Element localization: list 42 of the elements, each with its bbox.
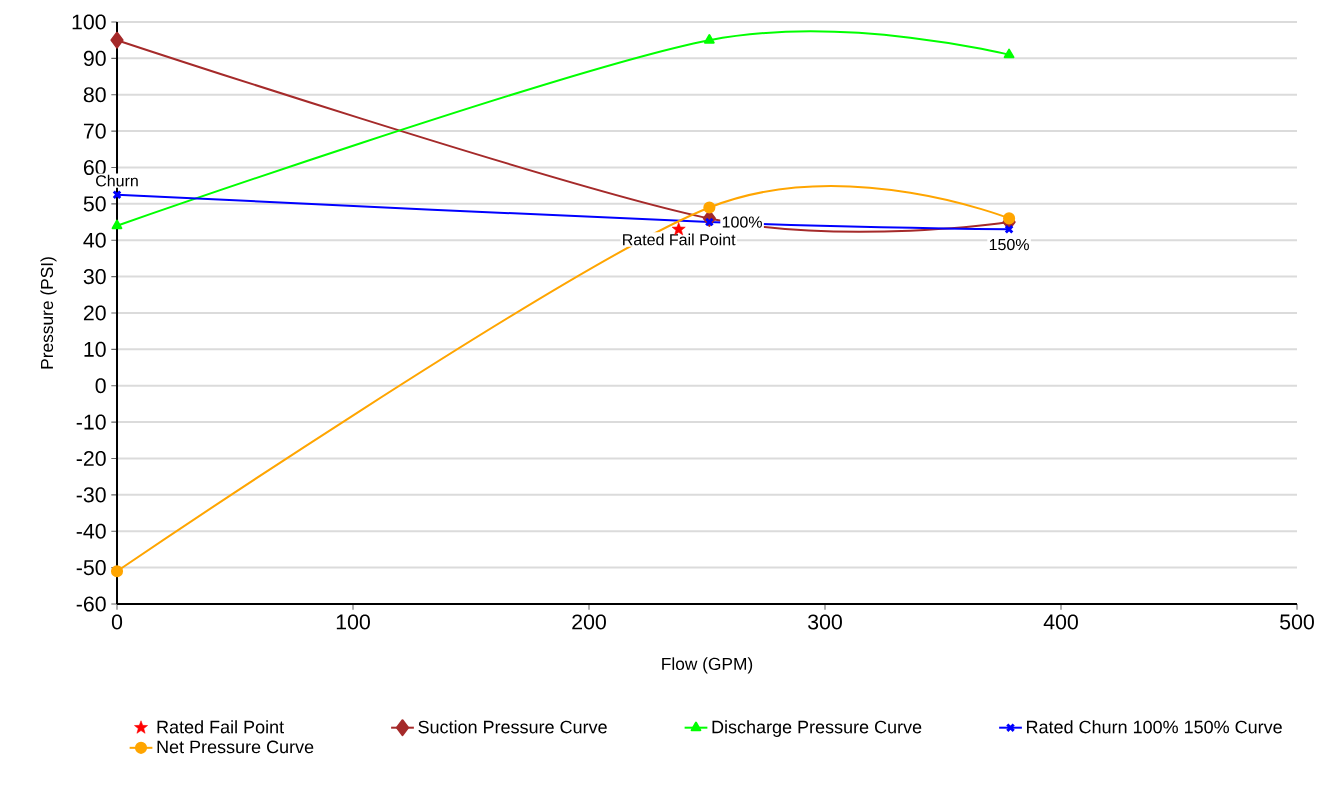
legend-label: Rated Churn 100% 150% Curve	[1027, 720, 1282, 734]
point	[111, 219, 123, 230]
point	[703, 34, 715, 44]
legend-label: Suction Pressure Curve	[418, 720, 607, 734]
y-tick-label: 10	[84, 341, 106, 357]
y-tick-label: 90	[83, 50, 106, 66]
x-tick-label: 100	[336, 614, 370, 630]
y-tick-label: 0	[95, 378, 106, 394]
x-tick-label: 400	[1043, 614, 1078, 630]
x-tick-label: 300	[808, 614, 842, 630]
legend-label: Net Pressure Curve	[157, 740, 314, 754]
y-tick-label: -20	[76, 450, 106, 467]
point	[110, 31, 124, 49]
x-axis-title: Flow (GPM)	[662, 657, 753, 674]
y-tick-label: 70	[83, 123, 106, 139]
y-tick-label: -50	[76, 560, 106, 576]
legend-label: Discharge Pressure Curve	[712, 720, 922, 737]
y-tick-label: -40	[76, 523, 106, 539]
annotation: 100%	[722, 216, 762, 228]
y-tick-label: -30	[76, 487, 106, 503]
point	[110, 565, 124, 578]
annotation: Rated Fail Point	[623, 233, 736, 246]
y-tick-label: 40	[83, 232, 106, 248]
point	[1003, 48, 1015, 59]
y-tick-label: -60	[76, 596, 106, 612]
y-tick-label: -10	[76, 414, 106, 430]
point	[703, 201, 716, 214]
y-tick-label: 60	[83, 159, 106, 176]
x-tick-label: 500	[1280, 614, 1314, 630]
y-tick-label: 20	[83, 305, 106, 321]
y-tick-label: 50	[83, 196, 106, 212]
y-tick-label: 80	[83, 87, 106, 103]
y-tick-label: 100	[72, 14, 106, 30]
point	[704, 217, 715, 227]
point	[1003, 212, 1016, 225]
y-axis-title: Pressure (PSI)	[40, 257, 57, 369]
annotation: 150%	[989, 238, 1029, 251]
x-tick-label: 200	[572, 614, 606, 630]
x-tick-label: 0	[111, 614, 123, 630]
annotation: Churn	[96, 174, 138, 187]
legend-label: Rated Fail Point	[157, 720, 284, 734]
y-tick-label: 30	[83, 269, 106, 285]
